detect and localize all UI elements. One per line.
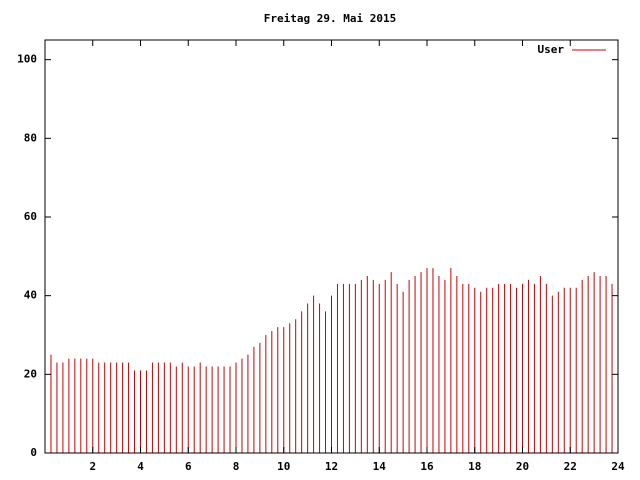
x-tick-label: 24 <box>611 460 625 473</box>
chart-title: Freitag 29. Mai 2015 <box>264 12 396 25</box>
legend-label: User <box>538 43 565 56</box>
x-tick-label: 14 <box>373 460 387 473</box>
x-tick-label: 22 <box>564 460 577 473</box>
x-tick-label: 16 <box>420 460 434 473</box>
x-tick-label: 20 <box>516 460 529 473</box>
y-tick-label: 0 <box>30 446 37 459</box>
x-tick-label: 8 <box>233 460 240 473</box>
y-tick-label: 40 <box>24 289 37 302</box>
x-tick-label: 4 <box>137 460 144 473</box>
y-tick-label: 100 <box>17 53 37 66</box>
y-tick-label: 80 <box>24 131 37 144</box>
y-tick-label: 60 <box>24 210 37 223</box>
y-tick-label: 20 <box>24 367 37 380</box>
x-tick-label: 2 <box>89 460 96 473</box>
x-tick-label: 6 <box>185 460 192 473</box>
x-tick-label: 18 <box>468 460 481 473</box>
x-tick-label: 12 <box>325 460 338 473</box>
x-tick-label: 10 <box>277 460 290 473</box>
